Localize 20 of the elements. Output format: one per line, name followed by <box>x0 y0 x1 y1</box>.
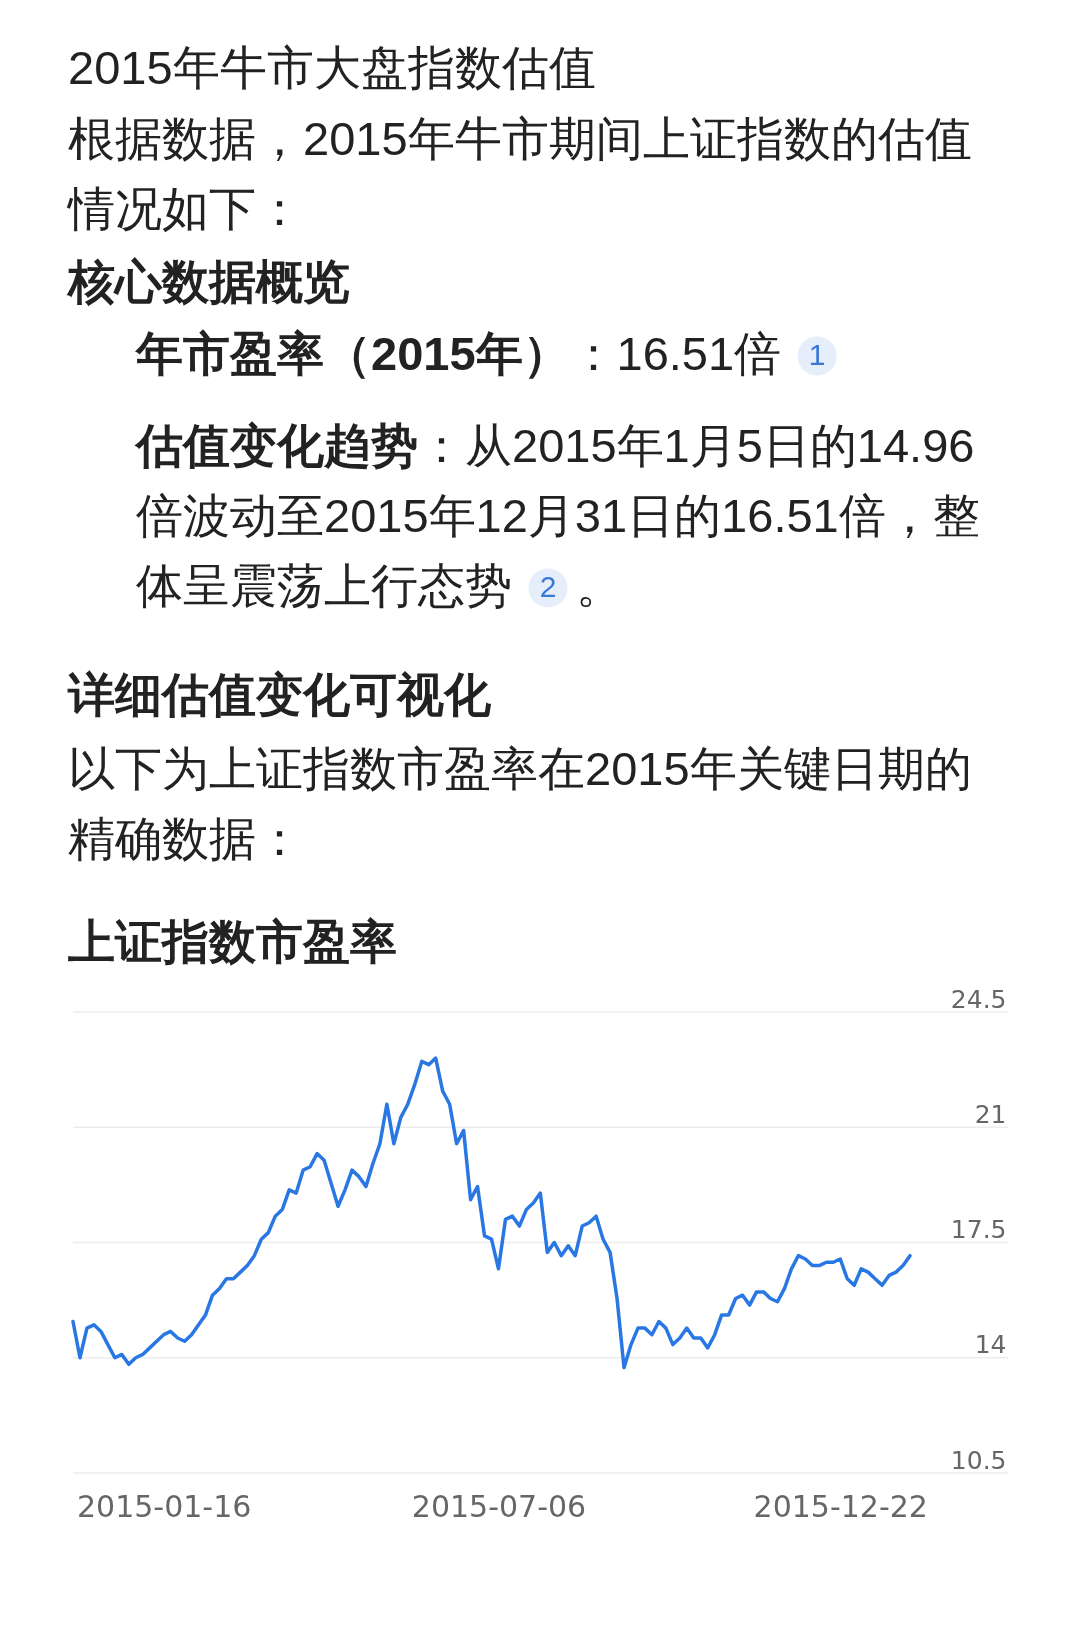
y-tick-label: 21 <box>974 1099 1007 1129</box>
text: 2015年牛市大盘指数估值 <box>68 41 596 94</box>
y-tick-label: 17.5 <box>950 1215 1007 1244</box>
text: 核心数据概览 <box>66 255 350 308</box>
chart-title: 上证指数市盈率 <box>68 915 397 968</box>
text: 详细估值变化可视化 <box>67 668 492 721</box>
x-tick-label: 2015-12-22 <box>753 1488 928 1524</box>
x-tick-label: 2015-01-16 <box>77 1488 252 1524</box>
x-tick-label: 2015-07-06 <box>411 1488 587 1524</box>
text: ：16.51倍 <box>569 327 782 380</box>
text: 根据数据，2015年牛市期间上证指数的估值情况如下： <box>66 112 972 235</box>
y-tick-label: 24.5 <box>950 984 1007 1014</box>
text: 2 <box>539 570 557 603</box>
y-tick-label: 14 <box>974 1330 1007 1360</box>
text: 。 <box>576 559 623 612</box>
text: 1 <box>808 338 826 371</box>
text: 以下为上证指数市盈率在2015年关键日期的精确数据： <box>68 742 972 865</box>
text: 估值变化趋势 <box>134 419 418 472</box>
text: 年市盈率（2015年） <box>134 327 570 380</box>
y-tick-label: 10.5 <box>950 1445 1007 1475</box>
